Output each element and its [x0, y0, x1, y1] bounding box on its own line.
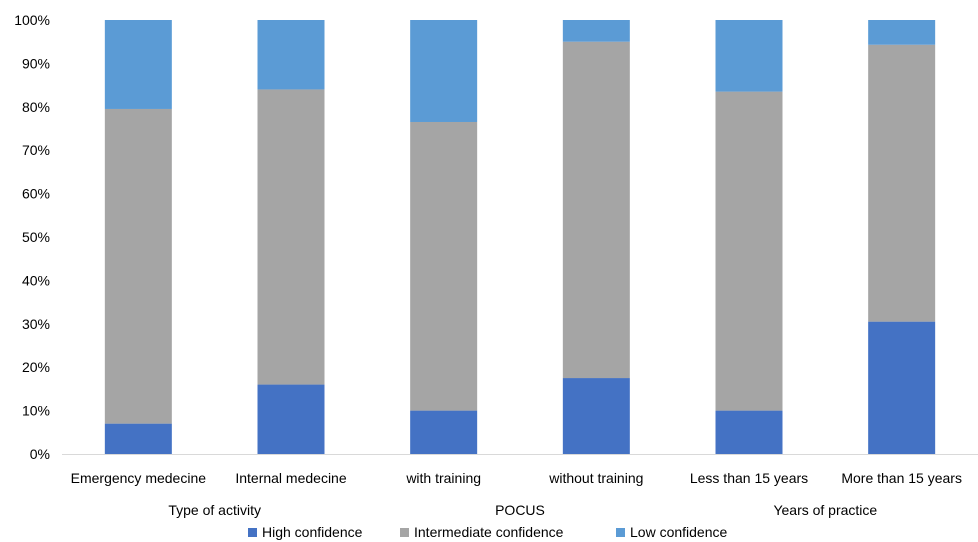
bar-segment-low-confidence	[104, 20, 172, 109]
x-category-label: Emergency medecine	[71, 470, 207, 486]
bar-segment-high-confidence	[868, 321, 936, 454]
y-tick-label: 60%	[22, 186, 50, 202]
category-labels: Emergency medecine Internal medecine with …	[71, 470, 962, 486]
x-category-label: More than 15 years	[841, 470, 962, 486]
bar-segment-high-confidence	[715, 410, 783, 454]
y-tick-label: 70%	[22, 142, 50, 158]
bar-segment-high-confidence	[104, 423, 172, 454]
x-category-label: Less than 15 years	[690, 470, 808, 486]
y-tick-label: 90%	[22, 55, 50, 71]
x-category-label: without training	[548, 470, 643, 486]
x-group-label: Years of practice	[773, 502, 877, 518]
y-tick-label: 10%	[22, 403, 50, 419]
y-tick-label: 30%	[22, 316, 50, 332]
legend-swatch	[248, 528, 257, 537]
y-axis: 0% 10% 20% 30% 40% 50% 60% 70% 80% 90% 100%	[14, 12, 50, 462]
bar-segment-intermediate-confidence	[562, 41, 630, 379]
legend-label: High confidence	[262, 524, 363, 540]
legend-label: Intermediate confidence	[414, 524, 564, 540]
y-tick-label: 50%	[22, 229, 50, 245]
bar-segment-low-confidence	[257, 20, 325, 90]
legend-label: Low confidence	[630, 524, 728, 540]
bar-segment-high-confidence	[257, 384, 325, 454]
legend-swatch	[400, 528, 409, 537]
bar-segment-intermediate-confidence	[410, 121, 478, 411]
bar-segment-low-confidence	[410, 20, 478, 122]
bars	[104, 20, 936, 454]
bar-segment-intermediate-confidence	[715, 91, 783, 411]
bar-segment-intermediate-confidence	[868, 44, 936, 322]
bar-segment-low-confidence	[562, 20, 630, 42]
y-tick-label: 80%	[22, 99, 50, 115]
y-tick-label: 20%	[22, 359, 50, 375]
x-group-label: Type of activity	[168, 502, 261, 518]
x-category-label: Internal medecine	[235, 470, 347, 486]
y-tick-label: 100%	[14, 12, 50, 28]
x-group-label: POCUS	[495, 502, 545, 518]
bar-segment-high-confidence	[562, 378, 630, 454]
legend: High confidence Intermediate confidence Lo…	[248, 524, 728, 540]
bar-segment-low-confidence	[868, 20, 936, 45]
x-category-label: with training	[405, 470, 481, 486]
bar-segment-intermediate-confidence	[257, 89, 325, 385]
bar-segment-high-confidence	[410, 410, 478, 454]
y-tick-label: 0%	[30, 446, 50, 462]
bar-segment-intermediate-confidence	[104, 108, 172, 424]
legend-swatch	[616, 528, 625, 537]
group-labels: Type of activity POCUS Years of practice	[168, 502, 877, 518]
y-tick-label: 40%	[22, 272, 50, 288]
bar-segment-low-confidence	[715, 20, 783, 92]
